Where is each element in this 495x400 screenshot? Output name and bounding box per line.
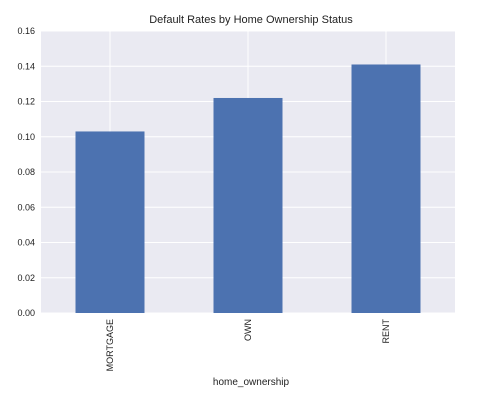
y-tick-label: 0.12 [17, 97, 35, 107]
x-axis-label: home_ownership [213, 377, 290, 388]
bar-rent [351, 64, 421, 313]
y-tick-label: 0.08 [17, 167, 35, 177]
y-tick-label: 0.00 [17, 308, 35, 318]
y-tick-label: 0.02 [17, 273, 35, 283]
bar-mortgage [75, 131, 145, 313]
x-tick-label-rent: RENT [381, 318, 391, 343]
y-tick-label: 0.04 [17, 238, 35, 248]
y-axis-ticks: 0.00 0.02 0.04 0.06 0.08 0.10 0.12 0.14 0.16 [17, 26, 35, 318]
chart-title: Default Rates by Home Ownership Status [149, 14, 353, 26]
y-tick-label: 0.06 [17, 202, 35, 212]
bars [75, 64, 421, 313]
y-tick-label: 0.10 [17, 132, 35, 142]
bar-own [213, 97, 283, 313]
y-tick-label: 0.14 [17, 61, 35, 71]
x-axis-ticks: MORTGAGE OWN RENT [105, 318, 391, 371]
x-tick-label-mortgage: MORTGAGE [105, 319, 115, 371]
x-tick-label-own: OWN [243, 319, 253, 341]
y-tick-label: 0.16 [17, 26, 35, 36]
